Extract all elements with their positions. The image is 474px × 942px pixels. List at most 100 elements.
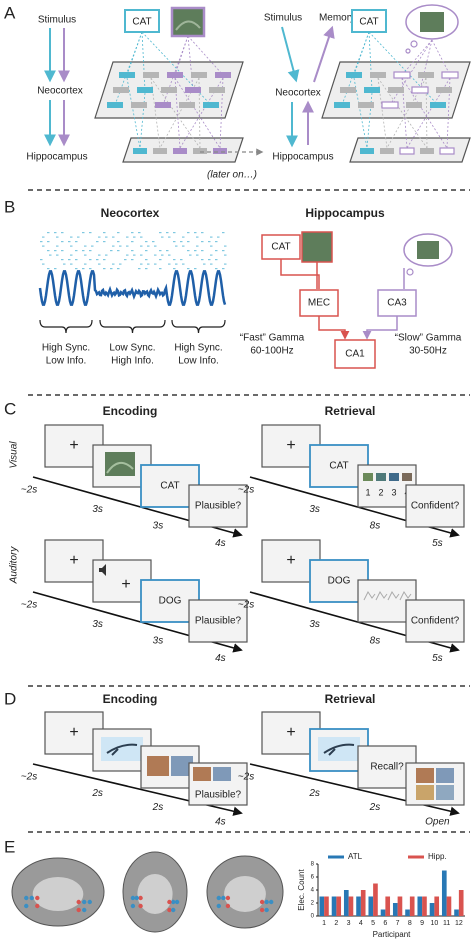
- bar: [446, 896, 452, 916]
- neuron-cell: [346, 72, 362, 78]
- electrode: [174, 899, 180, 905]
- spike: [40, 241, 43, 243]
- picture: [416, 785, 434, 800]
- spike: [103, 232, 106, 234]
- picture: [106, 462, 134, 474]
- connector: [368, 31, 439, 106]
- electrode: [134, 895, 139, 901]
- spike: [201, 241, 204, 243]
- spike: [147, 245, 150, 247]
- x-tick-label: 12: [455, 920, 463, 927]
- spike: [201, 259, 204, 261]
- neuron-cell: [179, 102, 195, 108]
- neuron-cell: [143, 72, 159, 78]
- legend-label: Hipp.: [428, 852, 447, 861]
- spike: [161, 236, 164, 238]
- neuron-cell: [381, 101, 399, 109]
- spike: [89, 232, 92, 234]
- electrode: [171, 907, 176, 913]
- bracket: [99, 319, 166, 334]
- spike: [103, 268, 106, 270]
- picture: [147, 756, 169, 776]
- spike: [112, 263, 115, 265]
- spike: [75, 268, 78, 270]
- label: High Sync.: [174, 343, 222, 354]
- neuron-cell: [370, 72, 386, 78]
- duration: 2s: [91, 788, 103, 799]
- duration: 3s: [153, 636, 164, 647]
- duration: Open: [425, 817, 450, 828]
- neuron-cell: [380, 148, 394, 154]
- spike: [54, 232, 57, 234]
- connector: [141, 31, 146, 91]
- spike: [98, 254, 101, 256]
- spike: [168, 254, 171, 256]
- spike: [208, 241, 211, 243]
- label: Encoding: [103, 404, 158, 418]
- electrode: [264, 907, 269, 913]
- neuron-cell: [411, 86, 429, 94]
- spike: [173, 232, 176, 234]
- spike: [117, 241, 120, 243]
- electrode: [24, 895, 29, 901]
- duration: 3s: [309, 504, 320, 515]
- spike: [103, 241, 106, 243]
- spike: [54, 250, 57, 252]
- label: MEC: [308, 298, 330, 309]
- spike: [54, 268, 57, 270]
- label: CA1: [345, 349, 365, 360]
- neuron-cell: [213, 148, 227, 154]
- spike: [180, 259, 183, 261]
- bar: [429, 903, 435, 916]
- connector: [401, 77, 448, 149]
- spike: [63, 263, 66, 265]
- electrode: [259, 899, 265, 905]
- label: CAT: [271, 242, 290, 253]
- spike: [98, 263, 101, 265]
- spike: [182, 236, 185, 238]
- screen: [405, 599, 465, 643]
- spike: [217, 236, 220, 238]
- screen: [405, 484, 465, 528]
- screen: [405, 762, 465, 806]
- spike: [194, 268, 197, 270]
- x-tick-label: 8: [408, 920, 412, 927]
- spike: [215, 250, 218, 252]
- connector: [419, 39, 433, 91]
- spike: [224, 254, 227, 256]
- neuron-cell: [191, 72, 207, 78]
- spike: [61, 232, 64, 234]
- y-tick-label: 6: [311, 875, 315, 881]
- spike: [70, 254, 73, 256]
- electrode: [269, 899, 274, 905]
- bar: [324, 896, 329, 916]
- spike: [119, 263, 122, 265]
- bar: [458, 890, 464, 916]
- spike: [117, 268, 120, 270]
- spike: [126, 254, 129, 256]
- label: Hippocampus: [305, 206, 385, 220]
- spike: [159, 268, 162, 270]
- fixation: +: [286, 552, 295, 569]
- panel-label: E: [4, 837, 15, 856]
- bar: [343, 890, 349, 916]
- option-number: 1: [365, 487, 370, 497]
- neuron-cell: [185, 87, 201, 93]
- neuron-cell: [334, 102, 350, 108]
- label: 60-100Hz: [250, 346, 293, 357]
- spike: [89, 259, 92, 261]
- neuron-cell: [119, 72, 135, 78]
- y-tick-label: 8: [311, 862, 315, 868]
- electrode: [216, 903, 221, 909]
- label: Retrieval: [325, 692, 376, 706]
- screen-text: Plausible?: [195, 616, 242, 627]
- connector: [281, 26, 300, 83]
- spike: [173, 268, 176, 270]
- panel-label: A: [4, 3, 16, 22]
- spike: [222, 250, 225, 252]
- screen: [188, 484, 248, 528]
- label: Stimulus: [264, 13, 302, 24]
- picture: [436, 768, 454, 783]
- spike: [196, 245, 199, 247]
- neuron-cell: [360, 148, 374, 154]
